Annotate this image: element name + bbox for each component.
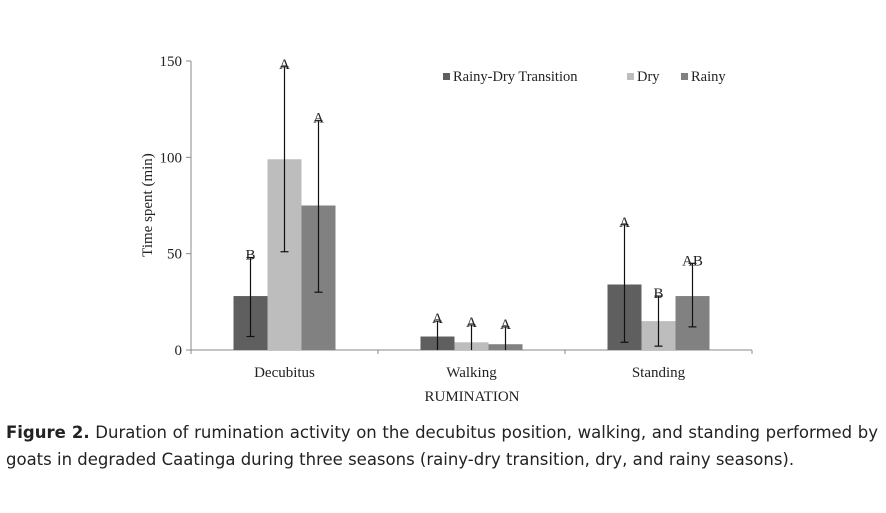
y-axis-label: Time spent (min) [140, 153, 156, 257]
significance-letter: A [313, 111, 324, 127]
legend-swatch [443, 73, 450, 80]
legend-label: Rainy [691, 69, 726, 85]
y-tick-label: 100 [160, 150, 183, 166]
significance-letter: A [279, 57, 290, 73]
legend-label: Rainy-Dry Transition [453, 69, 578, 85]
legend-swatch [627, 73, 634, 80]
y-tick-label: 0 [175, 343, 183, 359]
legend-label: Dry [637, 69, 660, 85]
x-tick-label: Walking [446, 365, 497, 381]
significance-letter: AB [682, 253, 703, 269]
x-axis: Decubitus Walking Standing [190, 349, 753, 381]
legend-swatch [681, 73, 688, 80]
y-axis: 0 50 100 150 [160, 54, 192, 359]
y-tick-label: 150 [160, 54, 183, 70]
y-tick-label: 50 [167, 247, 182, 263]
significance-letter: A [466, 315, 477, 331]
significance-letter: B [245, 248, 255, 264]
caption-text: Duration of rumination activity on the d… [6, 423, 878, 469]
significance-letter: A [619, 215, 630, 231]
significance-letter: B [653, 286, 663, 302]
figure-caption: Figure 2. Duration of rumination activit… [6, 419, 878, 473]
x-axis-label: RUMINATION [425, 389, 520, 405]
x-tick-label: Decubitus [254, 365, 315, 381]
x-tick-label: Standing [632, 365, 686, 381]
figure-label: Figure 2. [6, 423, 90, 442]
significance-letter: A [500, 317, 511, 333]
significance-letter: A [432, 311, 443, 327]
bar-chart: 0 50 100 150 Decubitus Walking Standing B A A A A… [140, 54, 753, 405]
legend: Rainy-Dry Transition Dry Rainy [443, 69, 726, 85]
